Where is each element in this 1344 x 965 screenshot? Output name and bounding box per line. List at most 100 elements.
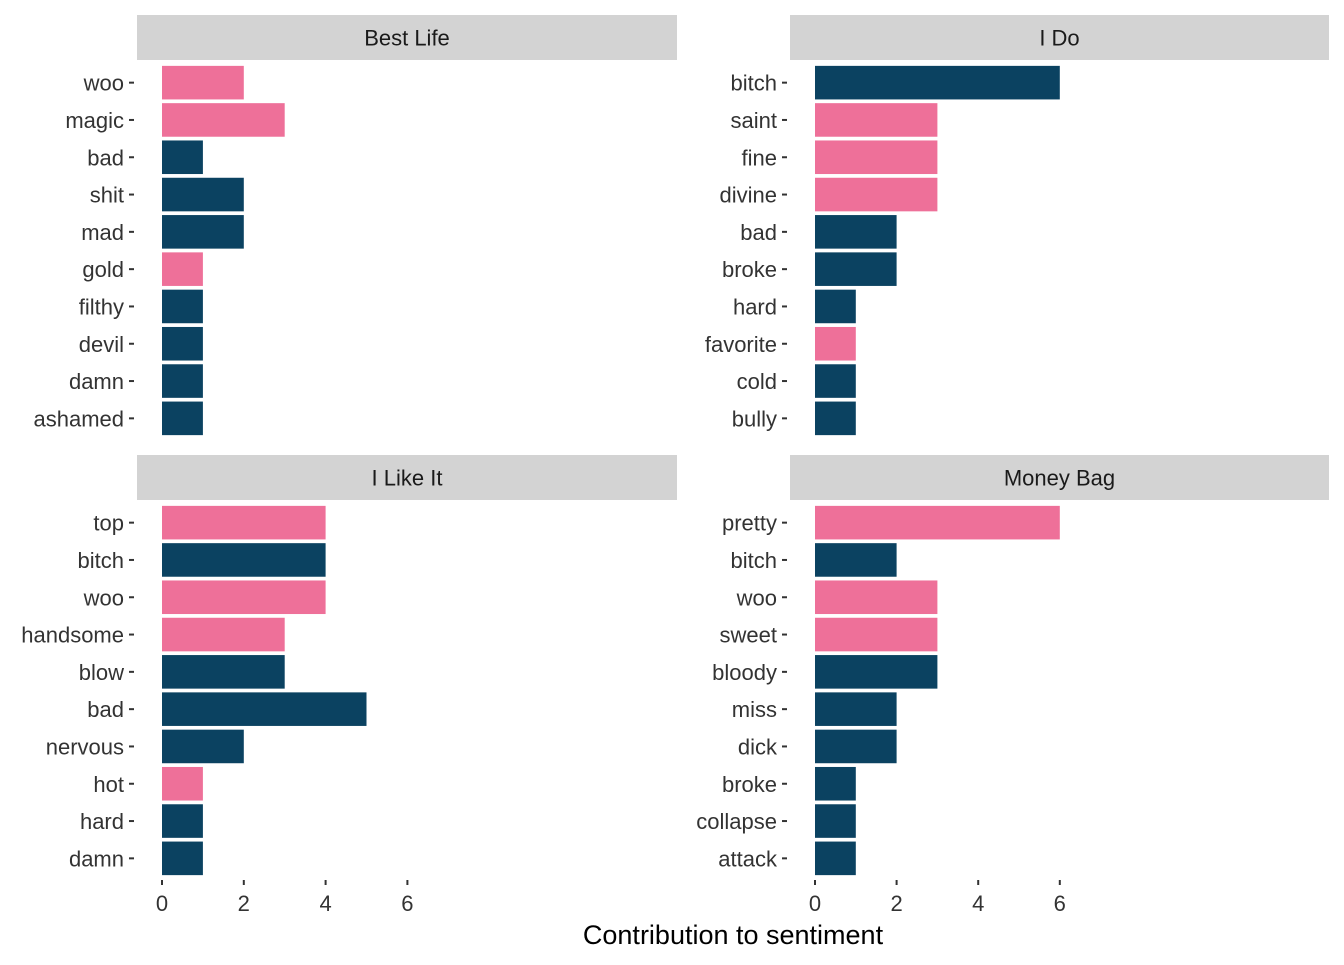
bar [162, 543, 326, 577]
bar [815, 804, 856, 838]
bar [162, 804, 203, 838]
bar [162, 617, 285, 652]
bar [162, 289, 203, 324]
bar [162, 655, 285, 689]
bar [815, 326, 856, 361]
bar [162, 580, 326, 615]
facet-panel: I Like It top bitch woo handsome blow bad nervo… [21, 455, 677, 916]
facet-strip [790, 15, 1329, 60]
y-tick-label: magic [65, 108, 124, 133]
y-tick-label: blow [79, 660, 124, 685]
y-tick-label: collapse [696, 809, 777, 834]
bar [162, 252, 203, 286]
bar [162, 177, 244, 212]
x-tick-label: 2 [238, 891, 250, 916]
facet-panel: Money Bag pretty bitch woo sweet bloody miss di… [696, 455, 1329, 916]
y-tick-label: broke [722, 257, 777, 282]
y-tick-label: damn [69, 846, 124, 871]
bar [815, 140, 938, 175]
y-tick-label: hot [93, 772, 124, 797]
bar [162, 326, 203, 361]
bar [815, 841, 856, 876]
y-tick-label: broke [722, 772, 777, 797]
x-tick-label: 2 [890, 891, 902, 916]
y-tick-label: woo [83, 71, 124, 96]
bar [815, 729, 897, 764]
bar [162, 65, 244, 100]
y-tick-label: handsome [21, 623, 124, 648]
y-tick-label: shit [90, 183, 124, 208]
bar [815, 766, 856, 801]
bar [815, 543, 897, 577]
facet-panel: I Do bitch saint fine divine bad broke hard favo… [705, 15, 1329, 436]
y-tick-label: fine [742, 145, 777, 170]
facet-title: Best Life [364, 26, 450, 51]
y-tick-label: bitch [731, 548, 777, 573]
facet-title: I Do [1039, 26, 1079, 51]
x-tick-label: 4 [319, 891, 331, 916]
bar [815, 580, 938, 615]
x-tick-label: 0 [156, 891, 168, 916]
y-tick-label: ashamed [33, 406, 124, 431]
bar [162, 401, 203, 436]
y-tick-label: filthy [79, 294, 124, 319]
y-tick-label: bitch [731, 71, 777, 96]
facet-panel: Best Life woo magic bad shit mad gold filthy dev… [33, 15, 677, 436]
bar [162, 841, 203, 876]
y-tick-label: favorite [705, 332, 777, 357]
y-tick-label: attack [718, 846, 778, 871]
y-tick-label: pretty [722, 511, 777, 536]
bar [815, 252, 897, 286]
bar [815, 103, 938, 137]
facets: Best Life woo magic bad shit mad gold filthy dev… [21, 15, 1329, 916]
y-tick-label: bitch [78, 548, 124, 573]
bar [162, 692, 367, 726]
facet-title: Money Bag [1004, 466, 1115, 491]
bar [815, 401, 856, 436]
y-tick-label: woo [736, 585, 777, 610]
bar [162, 364, 203, 398]
y-tick-label: bad [87, 697, 124, 722]
bar [815, 65, 1060, 100]
x-tick-label: 0 [809, 891, 821, 916]
y-tick-label: hard [733, 294, 777, 319]
y-tick-label: bad [87, 145, 124, 170]
facet-strip [137, 15, 677, 60]
x-tick-label: 4 [972, 891, 984, 916]
bar [815, 617, 938, 652]
y-tick-label: bloody [712, 660, 777, 685]
bar [162, 140, 203, 175]
bar [815, 177, 938, 212]
y-tick-label: mad [81, 220, 124, 245]
y-tick-label: cold [737, 369, 777, 394]
y-tick-label: sweet [720, 623, 777, 648]
bar [162, 729, 244, 764]
bar [815, 289, 856, 324]
bar [162, 505, 326, 540]
y-tick-label: bad [740, 220, 777, 245]
facet-strip [137, 455, 677, 500]
bar [162, 215, 244, 249]
y-tick-label: hard [80, 809, 124, 834]
y-tick-label: nervous [46, 734, 124, 759]
y-tick-label: bully [732, 406, 777, 431]
bar [162, 103, 285, 137]
y-tick-label: dick [738, 734, 778, 759]
bar [815, 364, 856, 398]
y-tick-label: damn [69, 369, 124, 394]
bar [815, 505, 1060, 540]
y-tick-label: miss [732, 697, 777, 722]
y-tick-label: top [93, 511, 124, 536]
bar [162, 766, 203, 801]
y-tick-label: divine [720, 183, 777, 208]
bar [815, 692, 897, 726]
y-tick-label: gold [82, 257, 124, 282]
x-tick-label: 6 [401, 891, 413, 916]
y-tick-label: devil [79, 332, 124, 357]
bar [815, 655, 938, 689]
facet-strip [790, 455, 1329, 500]
bar [815, 215, 897, 249]
x-axis-title: Contribution to sentiment [583, 920, 884, 950]
